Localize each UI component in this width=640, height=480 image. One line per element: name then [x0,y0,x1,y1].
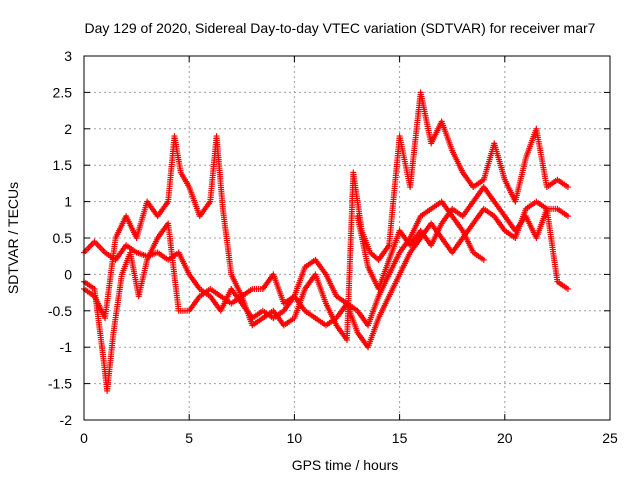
series-track-c [81,198,571,394]
y-axis-label: SDTVAR / TECUs [5,182,21,294]
y-tick-label: -1 [60,339,73,355]
chart-title: Day 129 of 2020, Sidereal Day-to-day VTE… [85,20,596,36]
y-tick-label: 1.5 [53,157,73,173]
plus-marker [564,285,571,292]
y-tick-label: 0 [64,266,72,282]
x-axis-label: GPS time / hours [292,457,399,473]
x-tick-label: 15 [392,430,408,446]
axis-layer: 0 5 10 15 20 25 -2 -1.5 -1 -0.5 0 0.5 1 1.5 2 2.5 3 [48,48,618,446]
plot-frame [83,55,611,421]
plus-marker [564,184,571,191]
y-tick-label: 2 [64,121,72,137]
x-tick-label: 25 [602,430,618,446]
y-tick-label: 1 [64,194,72,210]
y-tick-label: -2 [60,412,73,428]
series-track-b [81,89,571,343]
grid-layer [84,56,610,420]
x-tick-label: 0 [80,430,88,446]
y-tick-label: 2.5 [53,84,73,100]
x-tick-label: 20 [497,430,513,446]
y-tick-label: -1.5 [48,376,72,392]
y-tick-label: 0.5 [53,230,73,246]
y-tick-label: 3 [64,48,72,64]
series-track-d [354,184,571,292]
x-tick-label: 10 [287,430,303,446]
y-tick-label: -0.5 [48,303,72,319]
x-tick-label: 5 [185,430,193,446]
plus-marker [564,213,571,220]
points-layer [81,89,571,394]
plus-marker [480,256,487,263]
